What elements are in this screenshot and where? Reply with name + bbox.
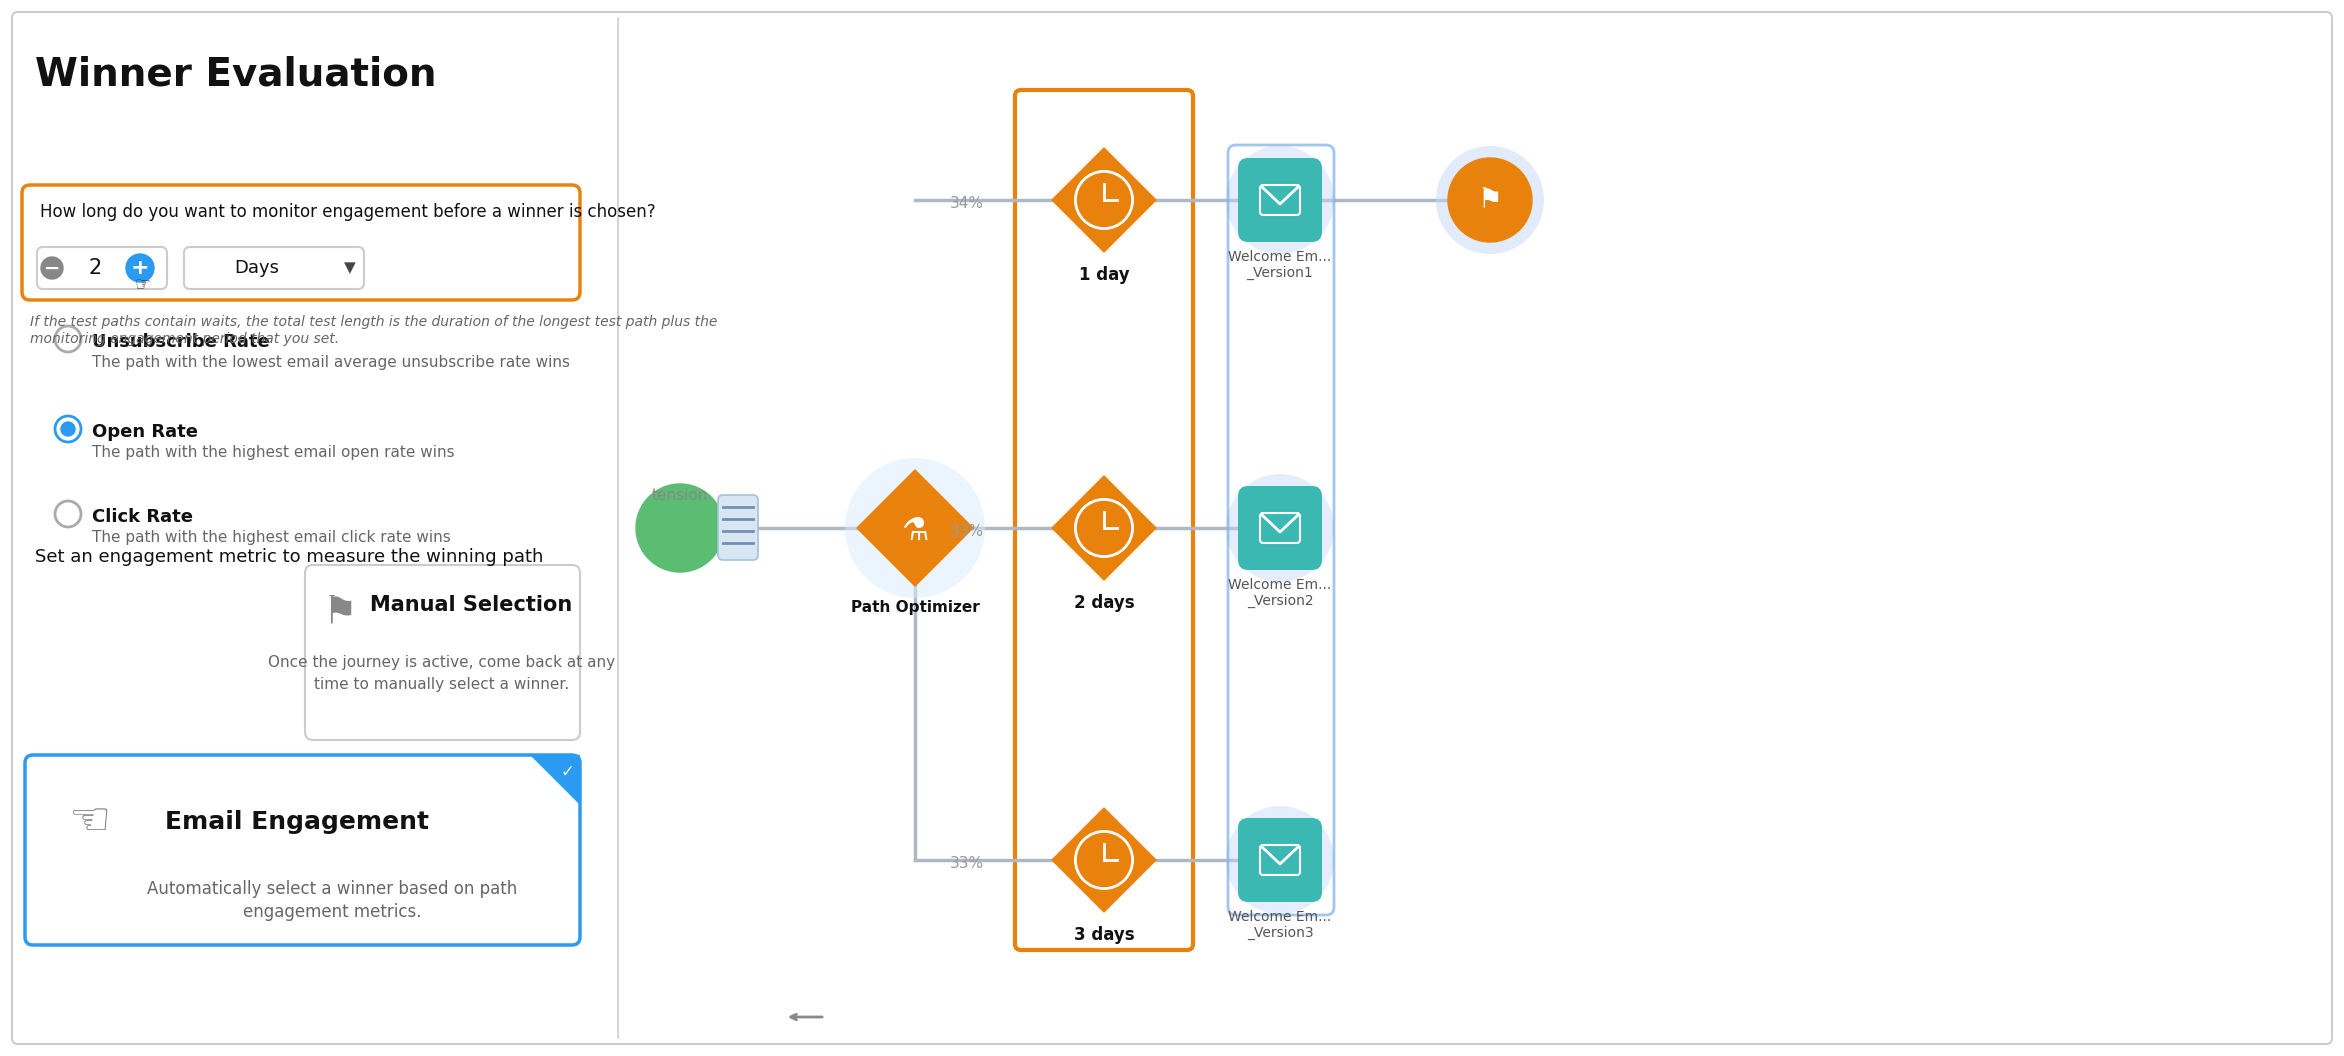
- Polygon shape: [530, 755, 579, 805]
- Polygon shape: [858, 470, 973, 586]
- FancyBboxPatch shape: [1261, 513, 1301, 543]
- Text: The path with the highest email click rate wins: The path with the highest email click ra…: [91, 530, 450, 545]
- Text: Open Rate: Open Rate: [91, 423, 197, 441]
- FancyBboxPatch shape: [717, 495, 757, 560]
- Text: _Version1: _Version1: [1247, 266, 1313, 280]
- FancyBboxPatch shape: [1238, 158, 1322, 242]
- FancyBboxPatch shape: [12, 12, 2332, 1044]
- Text: _Version3: _Version3: [1247, 926, 1313, 940]
- FancyBboxPatch shape: [183, 247, 363, 289]
- Text: 2 days: 2 days: [1074, 593, 1134, 612]
- Text: The path with the lowest email average unsubscribe rate wins: The path with the lowest email average u…: [91, 355, 570, 370]
- Text: ⚑: ⚑: [1477, 186, 1503, 214]
- FancyBboxPatch shape: [305, 565, 579, 740]
- Text: 3 days: 3 days: [1074, 926, 1134, 944]
- Text: 34%: 34%: [949, 195, 984, 210]
- Text: Welcome Em...: Welcome Em...: [1228, 578, 1331, 592]
- Polygon shape: [1052, 476, 1156, 580]
- Text: 1 day: 1 day: [1078, 266, 1130, 284]
- Text: 33%: 33%: [949, 855, 984, 870]
- Circle shape: [127, 254, 155, 282]
- Text: engagement metrics.: engagement metrics.: [244, 903, 422, 921]
- FancyBboxPatch shape: [1261, 185, 1301, 215]
- Text: If the test paths contain waits, the total test length is the duration of the lo: If the test paths contain waits, the tot…: [30, 315, 717, 329]
- Polygon shape: [1052, 148, 1156, 252]
- Circle shape: [54, 326, 82, 352]
- Circle shape: [1437, 146, 1545, 254]
- Text: ☞: ☞: [134, 275, 150, 293]
- FancyBboxPatch shape: [1015, 90, 1193, 950]
- Text: Welcome Em...: Welcome Em...: [1228, 910, 1331, 924]
- Text: monitoring engagement period that you set.: monitoring engagement period that you se…: [30, 332, 340, 346]
- Text: −: −: [45, 259, 61, 278]
- FancyBboxPatch shape: [26, 755, 579, 945]
- Text: ⚗: ⚗: [902, 517, 928, 547]
- Text: ✓: ✓: [560, 763, 574, 781]
- Text: _Version2: _Version2: [1247, 593, 1313, 608]
- Text: ☜: ☜: [68, 800, 110, 846]
- FancyBboxPatch shape: [1238, 818, 1322, 902]
- FancyBboxPatch shape: [21, 185, 579, 300]
- Text: Manual Selection: Manual Selection: [370, 595, 572, 615]
- Text: ▼: ▼: [345, 261, 356, 276]
- FancyBboxPatch shape: [38, 247, 166, 289]
- Text: How long do you want to monitor engagement before a winner is chosen?: How long do you want to monitor engageme…: [40, 203, 656, 221]
- Text: 2: 2: [89, 258, 101, 278]
- Circle shape: [54, 501, 82, 527]
- Text: +: +: [131, 258, 150, 278]
- Polygon shape: [1052, 808, 1156, 912]
- Circle shape: [844, 458, 984, 598]
- Text: Automatically select a winner based on path: Automatically select a winner based on p…: [148, 880, 518, 898]
- Circle shape: [1226, 474, 1334, 582]
- Text: Click Rate: Click Rate: [91, 508, 192, 526]
- Circle shape: [1449, 158, 1533, 242]
- Text: Path Optimizer: Path Optimizer: [851, 600, 980, 615]
- FancyBboxPatch shape: [1261, 845, 1301, 875]
- Circle shape: [40, 257, 63, 279]
- Text: Welcome Em...: Welcome Em...: [1228, 250, 1331, 264]
- Circle shape: [61, 422, 75, 436]
- Text: Once the journey is active, come back at any: Once the journey is active, come back at…: [270, 655, 616, 670]
- Text: 33%: 33%: [949, 524, 984, 539]
- Text: Days: Days: [234, 259, 279, 277]
- Circle shape: [1226, 806, 1334, 914]
- Text: ⚑: ⚑: [323, 593, 356, 631]
- Text: Unsubscribe Rate: Unsubscribe Rate: [91, 333, 270, 351]
- Text: time to manually select a winner.: time to manually select a winner.: [314, 677, 570, 692]
- Circle shape: [54, 416, 82, 442]
- Text: Set an engagement metric to measure the winning path: Set an engagement metric to measure the …: [35, 548, 544, 566]
- Text: tension: tension: [652, 488, 708, 503]
- Circle shape: [635, 484, 724, 572]
- Text: The path with the highest email open rate wins: The path with the highest email open rat…: [91, 445, 455, 460]
- Text: Winner Evaluation: Winner Evaluation: [35, 55, 436, 93]
- Text: Email Engagement: Email Engagement: [164, 810, 429, 834]
- Circle shape: [1226, 146, 1334, 254]
- FancyBboxPatch shape: [1238, 486, 1322, 570]
